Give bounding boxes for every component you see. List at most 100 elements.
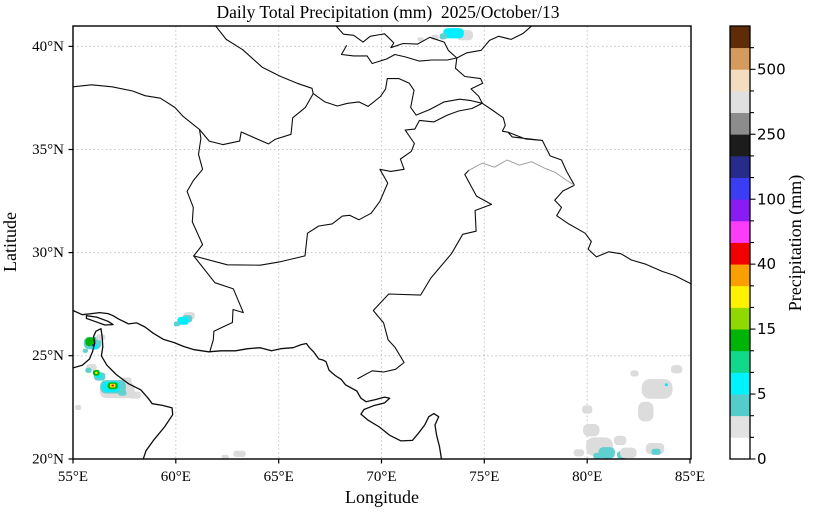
colorbar-segment <box>730 69 750 92</box>
precipitation-cell-gray <box>630 370 639 377</box>
precipitation-cell-gray <box>221 454 229 459</box>
y-tick-label: 40°N <box>32 39 64 55</box>
grid-lines <box>73 26 691 459</box>
precipitation-cell-gray <box>582 405 593 414</box>
x-tick-label: 85°E <box>675 469 705 485</box>
colorbar-segment <box>730 199 750 222</box>
precipitation-cell-yellow <box>95 371 98 374</box>
precipitation-cell-gray <box>638 401 654 422</box>
precipitation-cell-gray <box>75 404 82 411</box>
map-plot-area <box>73 26 691 459</box>
coastline <box>73 328 174 459</box>
country-border <box>481 102 543 141</box>
colorbar-segment <box>730 285 750 308</box>
precipitation-cell-gray <box>417 37 424 42</box>
colorbar-segment <box>730 394 750 417</box>
precipitation-cell-gray <box>96 334 106 341</box>
coastline <box>73 309 443 459</box>
precipitation-cell-gray <box>583 423 600 437</box>
coastline <box>85 315 114 326</box>
colorbar-segment <box>730 350 750 373</box>
precipitation-cell-pale <box>439 33 447 40</box>
precipitation-cell-cyan <box>177 316 189 325</box>
x-tick-label: 55°E <box>58 469 88 485</box>
precipitation-cell-gray <box>128 391 141 399</box>
country-border <box>340 45 458 65</box>
country-border <box>456 26 533 59</box>
x-tick-label: 75°E <box>469 469 499 485</box>
x-tick-label: 65°E <box>264 469 294 485</box>
country-border <box>335 26 458 59</box>
admin-boundary-line <box>468 159 575 186</box>
colorbar-tick-labels: 0 5 15 40 100 250 500 <box>757 60 786 468</box>
colorbar-segment <box>730 134 750 157</box>
country-border <box>454 57 484 104</box>
colorbar-segment <box>730 112 750 135</box>
colorbar-tick-label: 0 <box>757 450 767 468</box>
y-tick-label: 35°N <box>32 142 64 158</box>
colorbar-segment <box>730 437 750 460</box>
colorbar-segment <box>730 177 750 200</box>
colorbar-tick-label: 15 <box>757 320 776 338</box>
y-tick-labels: 20°N 25°N 30°N 35°N 40°N <box>32 39 64 468</box>
colorbar-tick-marks <box>750 47 756 460</box>
precipitation-cell-cyan <box>664 383 668 387</box>
colorbar-segment <box>730 372 750 395</box>
country-border <box>414 102 483 130</box>
precipitation-cell-gray <box>620 447 637 458</box>
colorbar-segments <box>730 26 750 460</box>
colorbar-segment <box>730 220 750 243</box>
country-border <box>357 169 493 380</box>
country-border <box>541 139 691 285</box>
precipitation-cell-pale <box>85 367 92 373</box>
precipitation-cell-gray <box>670 365 683 374</box>
colorbar-segment <box>730 264 750 287</box>
precipitation-cell-gray <box>613 435 627 446</box>
x-tick-labels: 55°E 60°E 65°E 70°E 75°E 80°E 85°E <box>58 469 705 485</box>
x-tick-label: 70°E <box>366 469 396 485</box>
chart-title: Daily Total Precipitation (mm) 2025/Octo… <box>216 2 559 22</box>
colorbar-tick-label: 40 <box>757 255 776 273</box>
x-tick-label: 60°E <box>161 469 191 485</box>
y-tick-label: 25°N <box>32 348 64 364</box>
precipitation-blobs <box>75 28 683 459</box>
colorbar-tick-label: 100 <box>757 190 786 208</box>
colorbar-tick-label: 5 <box>757 385 767 403</box>
y-tick-label: 20°N <box>32 452 64 468</box>
x-axis-label: Longitude <box>345 487 419 507</box>
colorbar-segment <box>730 329 750 352</box>
y-axis-label: Latitude <box>0 212 20 272</box>
colorbar-label: Precipitation (mm) <box>785 175 806 311</box>
axis-tick-marks <box>68 45 691 464</box>
x-tick-label: 80°E <box>572 469 602 485</box>
colorbar-segment <box>730 26 750 49</box>
coastlines-and-borders <box>73 26 691 459</box>
colorbar-segment <box>730 47 750 70</box>
precipitation-cell-pale <box>82 348 88 353</box>
precipitation-cell-pale <box>173 321 180 327</box>
colorbar-segment <box>730 155 750 178</box>
colorbar-segment <box>730 307 750 330</box>
precipitation-cell-pale <box>118 390 127 396</box>
precipitation-cell-red <box>111 384 114 387</box>
precipitation-cell-pale <box>651 448 661 455</box>
colorbar-tick-label: 500 <box>757 60 786 78</box>
precipitation-cell-gray <box>641 379 673 399</box>
country-border <box>73 84 244 353</box>
precipitation-cell-pale <box>598 447 615 459</box>
country-border <box>193 128 416 266</box>
y-tick-label: 30°N <box>32 245 64 261</box>
precipitation-cell-gray <box>573 449 585 457</box>
country-border <box>198 93 314 146</box>
precipitation-cell-pale <box>593 452 602 459</box>
colorbar-tick-label: 250 <box>757 125 786 143</box>
country-border <box>312 78 483 116</box>
precipitation-cell-gray <box>233 450 246 457</box>
colorbar-segment <box>730 415 750 438</box>
precipitation-cell-cyan <box>443 28 464 39</box>
colorbar-segment <box>730 242 750 265</box>
country-border <box>214 26 314 95</box>
colorbar-segment <box>730 90 750 113</box>
